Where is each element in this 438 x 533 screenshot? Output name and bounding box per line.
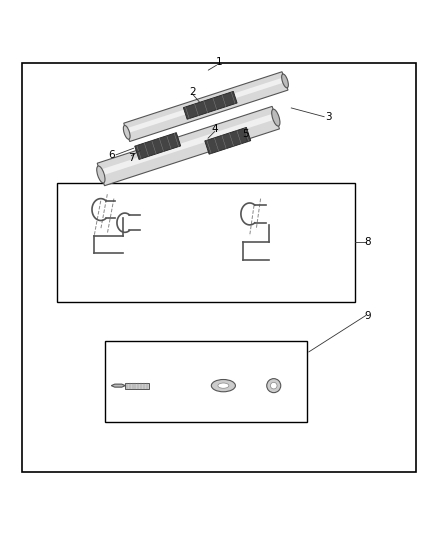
Ellipse shape (267, 378, 281, 393)
Polygon shape (205, 127, 251, 154)
Polygon shape (135, 133, 180, 159)
Ellipse shape (124, 125, 130, 139)
Ellipse shape (282, 74, 288, 88)
Text: 2: 2 (189, 87, 196, 97)
Text: 1: 1 (215, 57, 223, 67)
Bar (105, 341, 307, 422)
Text: 5: 5 (242, 129, 249, 139)
Bar (125, 383, 149, 389)
Polygon shape (99, 113, 276, 176)
Ellipse shape (97, 166, 105, 183)
Polygon shape (184, 91, 237, 119)
Text: 6: 6 (108, 150, 115, 160)
Text: 8: 8 (364, 237, 371, 247)
Ellipse shape (218, 383, 229, 388)
Text: 9: 9 (364, 311, 371, 320)
Polygon shape (111, 384, 125, 387)
Polygon shape (97, 107, 279, 185)
Bar (57, 183, 355, 302)
Text: 7: 7 (128, 153, 135, 163)
Ellipse shape (272, 109, 280, 126)
Text: 3: 3 (325, 112, 332, 122)
Text: 4: 4 (211, 124, 218, 134)
Ellipse shape (270, 382, 277, 389)
Polygon shape (124, 72, 288, 141)
Polygon shape (126, 77, 286, 133)
Ellipse shape (211, 379, 236, 392)
